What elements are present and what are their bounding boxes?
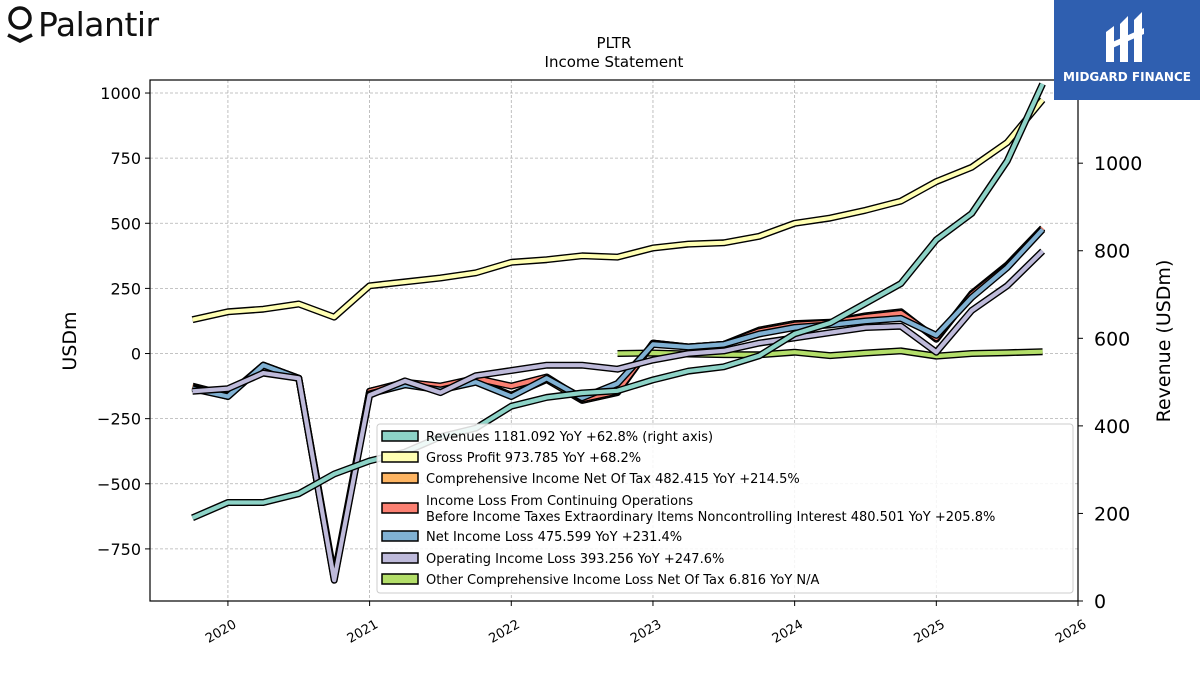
series-0	[191, 82, 1046, 522]
x-tick-label-5: 2025	[911, 617, 947, 647]
x-tick-label-1: 2021	[345, 617, 381, 647]
y-tick-label-3: 0	[131, 345, 141, 364]
midgard-finance-badge: MIDGARD FINANCE	[1054, 0, 1200, 100]
y-tick-label-6: 750	[110, 149, 141, 168]
legend: Revenues 1181.092 YoY +62.8% (right axis…	[376, 423, 1074, 594]
legend-label-3-line1: Income Loss From Continuing Operations	[426, 494, 693, 509]
x-tick-label-3: 2023	[628, 617, 664, 647]
series-1	[191, 97, 1046, 324]
badge-label: MIDGARD FINANCE	[1063, 70, 1191, 84]
legend-label-2: Comprehensive Income Net Of Tax 482.415 …	[426, 472, 800, 487]
legend-label-6: Other Comprehensive Income Loss Net Of T…	[426, 573, 820, 588]
chart-title: PLTR	[597, 34, 632, 52]
series-outline-1	[191, 97, 1046, 324]
legend-swatch-5	[381, 552, 419, 564]
y-axis-label: USDm	[59, 311, 81, 370]
y2-tick-label-5: 1000	[1094, 153, 1142, 175]
y2-tick-label-0: 0	[1094, 591, 1106, 613]
y-tick-label-5: 500	[110, 214, 141, 233]
y2-axis-label: Revenue (USDm)	[1153, 260, 1175, 423]
legend-swatch-4	[381, 530, 419, 542]
legend-swatch-3	[381, 502, 419, 514]
y-tick-label-7: 1000	[100, 84, 141, 103]
legend-swatch-0	[381, 430, 419, 442]
y2-tick-label-4: 800	[1094, 241, 1130, 263]
legend-label-4: Net Income Loss 475.599 YoY +231.4%	[426, 530, 682, 545]
series-line-1	[192, 98, 1045, 322]
palantir-logo-icon	[7, 6, 33, 43]
y-tick-label-4: 250	[110, 279, 141, 298]
y-tick-label-0: −750	[97, 540, 141, 559]
y2-tick-label-2: 400	[1094, 416, 1130, 438]
palantir-brand: Palantir	[6, 4, 159, 44]
x-tick-label-6: 2026	[1053, 617, 1089, 647]
legend-swatch-2	[381, 472, 419, 484]
y2-tick-label-3: 600	[1094, 328, 1130, 350]
x-tick-label-2: 2022	[486, 617, 522, 647]
series-line-5	[192, 249, 1045, 583]
y-tick-label-2: −250	[97, 410, 141, 429]
midgard-logo-icon	[1106, 12, 1144, 62]
y-tick-label-1: −500	[97, 475, 141, 494]
legend-label-5: Operating Income Loss 393.256 YoY +247.6…	[426, 552, 724, 567]
legend-box	[376, 423, 1074, 594]
y2-tick-label-1: 200	[1094, 503, 1130, 525]
brand-name: Palantir	[38, 4, 159, 44]
legend-label-1: Gross Profit 973.785 YoY +68.2%	[426, 451, 641, 466]
chart-subtitle: Income Statement	[545, 53, 684, 71]
series-lines	[191, 82, 1046, 584]
legend-swatch-6	[381, 573, 419, 585]
x-tick-label-4: 2024	[770, 617, 806, 647]
series-line-0	[191, 83, 1045, 520]
series-5	[192, 248, 1046, 584]
plot-frame	[149, 79, 1079, 602]
legend-label-0: Revenues 1181.092 YoY +62.8% (right axis…	[426, 430, 713, 445]
legend-label-3-line2: Before Income Taxes Extraordinary Items …	[426, 510, 995, 525]
x-tick-label-0: 2020	[203, 617, 239, 647]
legend-swatch-1	[381, 451, 419, 463]
